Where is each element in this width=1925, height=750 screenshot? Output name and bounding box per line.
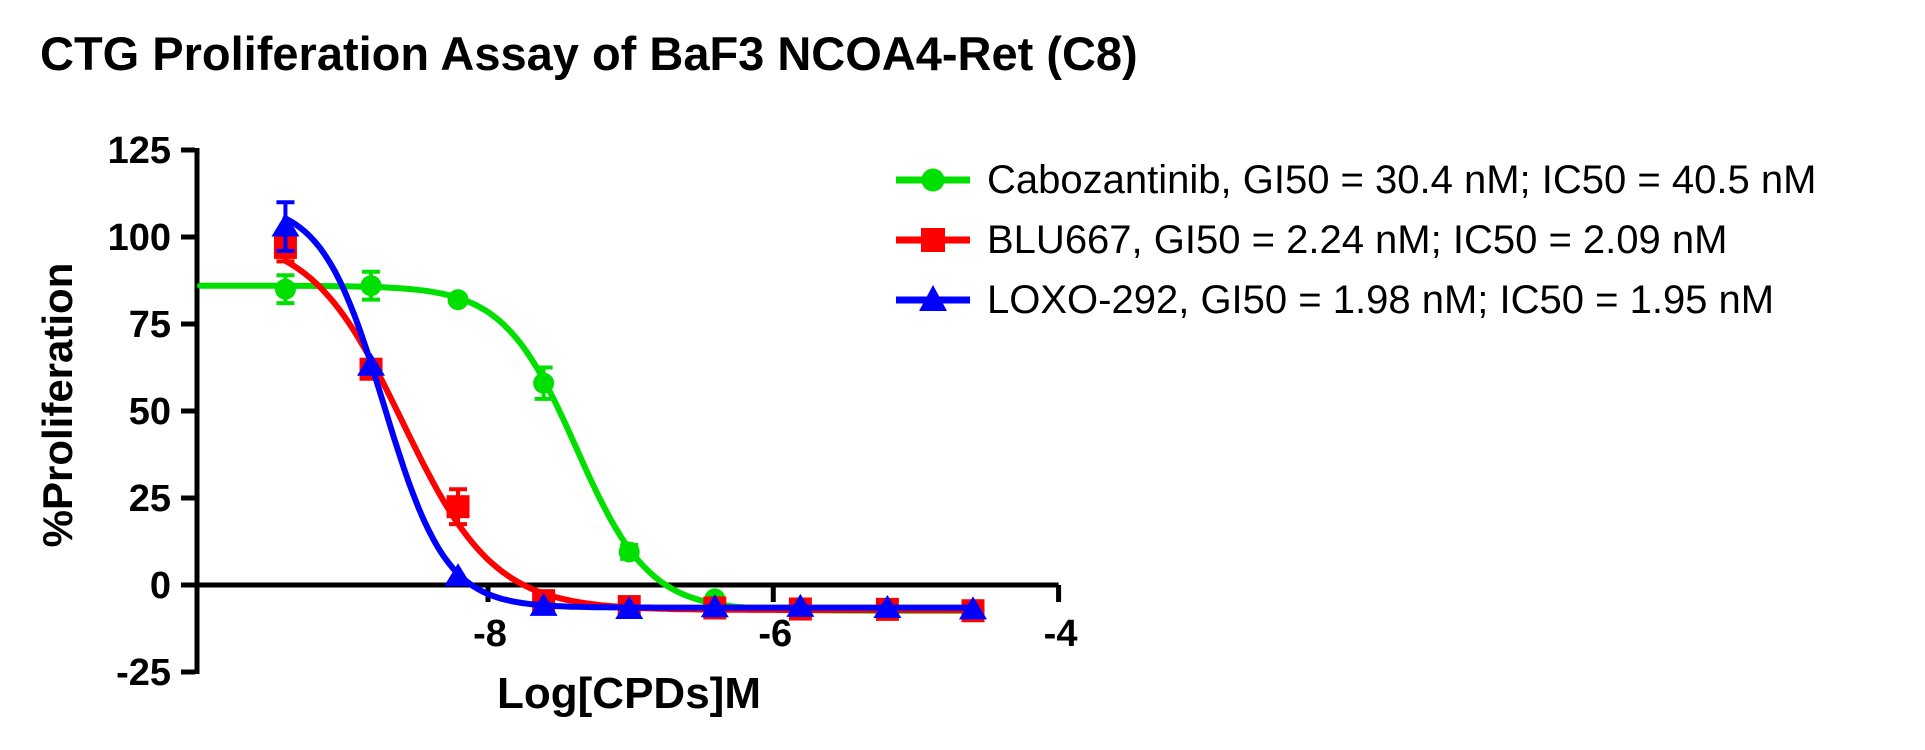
y-tick-label: 75 bbox=[129, 304, 171, 346]
data-point-triangle bbox=[958, 596, 987, 620]
data-point-circle bbox=[274, 278, 296, 300]
legend: Cabozantinib, GI50 = 30.4 nM; IC50 = 40.… bbox=[893, 152, 1816, 332]
series-blu667 bbox=[273, 231, 985, 623]
data-point-triangle bbox=[786, 593, 815, 617]
data-point-triangle bbox=[873, 594, 902, 618]
legend-marker-square-icon bbox=[896, 228, 970, 252]
x-tick-label: -6 bbox=[758, 613, 792, 655]
legend-marker-triangle-icon bbox=[896, 285, 970, 311]
legend-item-cabozantinib: Cabozantinib, GI50 = 30.4 nM; IC50 = 40.… bbox=[893, 152, 1816, 208]
y-tick-label: 50 bbox=[129, 391, 171, 433]
axes: 125 100 75 50 25 0 -25 -8 -6 -4 %Proliferation Log[… bbox=[34, 130, 1077, 718]
legend-label: LOXO-292, GI50 = 1.98 nM; IC50 = 1.95 nM bbox=[987, 277, 1775, 322]
data-point-triangle bbox=[529, 592, 558, 616]
data-point-circle bbox=[618, 541, 640, 563]
data-point-triangle bbox=[700, 594, 729, 618]
x-axis-title: Log[CPDs]M bbox=[497, 669, 761, 718]
page-title: CTG Proliferation Assay of BaF3 NCOA4-Re… bbox=[40, 27, 1138, 80]
y-tick-label: -25 bbox=[116, 652, 171, 694]
data-point-triangle bbox=[357, 352, 386, 376]
y-tick-label: 100 bbox=[108, 217, 171, 259]
legend-item-loxo292: LOXO-292, GI50 = 1.98 nM; IC50 = 1.95 nM bbox=[893, 272, 1816, 328]
x-tick-label: -4 bbox=[1044, 613, 1078, 655]
data-point-circle bbox=[533, 372, 555, 394]
data-point-triangle bbox=[615, 596, 644, 620]
y-axis-title: %Proliferation bbox=[34, 263, 81, 548]
y-tick-label: 0 bbox=[150, 565, 171, 607]
data-point-triangle bbox=[271, 213, 300, 237]
data-point-square bbox=[446, 495, 470, 519]
fit-curve bbox=[196, 282, 979, 614]
y-tick-label: 25 bbox=[129, 478, 171, 520]
series-loxo-292 bbox=[271, 200, 987, 620]
y-tick-label: 125 bbox=[108, 130, 171, 172]
data-point-triangle bbox=[444, 563, 473, 587]
x-tick-label: -8 bbox=[473, 613, 507, 655]
series-cabozantinib bbox=[196, 269, 984, 622]
legend-label: Cabozantinib, GI50 = 30.4 nM; IC50 = 40.… bbox=[987, 157, 1817, 202]
legend-label: BLU667, GI50 = 2.24 nM; IC50 = 2.09 nM bbox=[987, 217, 1728, 262]
legend-marker-circle-icon bbox=[896, 168, 970, 192]
data-point-circle bbox=[360, 275, 382, 297]
legend-item-blu667: BLU667, GI50 = 2.24 nM; IC50 = 2.09 nM bbox=[893, 212, 1816, 268]
data-point-circle bbox=[447, 289, 469, 311]
